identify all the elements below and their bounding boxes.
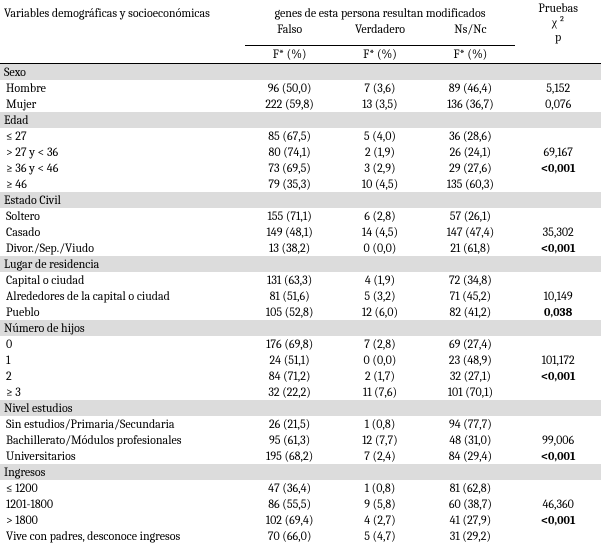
table-row: ≤ 120047 (36,4)1 (0,8)81 (62,8) [0,480,601,496]
table-row: Divor./Sep./Viudo13 (38,2)0 (0,0)21 (61,… [0,240,601,256]
table-row: Universitarios195 (68,2)7 (2,4)84 (29,4)… [0,448,601,464]
table-row: Bachillerato/Módulos profesionales95 (61… [0,432,601,448]
table-row: Hombre96 (50,0)7 (3,6)89 (46,4)5,152 [0,80,601,96]
table-row: Alrededores de la capital o ciudad81 (51… [0,288,601,304]
table-row: ≤ 2785 (67,5)5 (4,0)36 (28,6) [0,128,601,144]
table-row: Capital o ciudad131 (63,3)4 (1,9)72 (34,… [0,272,601,288]
table-row: Pueblo105 (52,8)12 (6,0)82 (41,2)0,038 [0,304,601,320]
table-row: Sin estudios/Primaria/Secundaria26 (21,5… [0,416,601,432]
section-title: Estado Civil [0,192,245,208]
section-title: Lugar de residencia [0,256,245,272]
table-row: ≥ 332 (22,2)11 (7,6)101 (70,1) [0,384,601,400]
section-title: Nivel estudios [0,400,245,416]
table-row: Casado149 (48,1)14 (4,5)147 (47,4)35,302 [0,224,601,240]
table-row: Mujer222 (59,8)13 (3,5)136 (36,7)0,076 [0,96,601,112]
section-title: Edad [0,112,245,128]
table-row: 1201-180086 (55,5)9 (5,8)60 (38,7)46,360 [0,496,601,512]
table-row: 284 (71,2)2 (1,7)32 (27,1)<0,001 [0,368,601,384]
table-row: ≥ 36 y < 4673 (69,5)3 (2,9)29 (27,6)<0,0… [0,160,601,176]
section-title: Número de hijos [0,320,245,336]
demographics-table: Variables demográficas y socioeconómicas… [0,0,601,544]
table-row: Vive con padres, desconoce ingresos70 (6… [0,528,601,544]
table-row: > 27 y < 3680 (74,1)2 (1,9)26 (24,1)69,1… [0,144,601,160]
table-row: 0176 (69,8)7 (2,8)69 (27,4) [0,336,601,352]
table-row: > 1800102 (69,4)4 (2,7)41 (27,9)<0,001 [0,512,601,528]
header-test: Pruebasχ ²p [515,0,601,45]
table-row: 124 (51,1)0 (0,0)23 (48,9)101,172 [0,352,601,368]
header-variables: Variables demográficas y socioeconómicas [0,0,245,45]
section-title: Ingresos [0,464,245,480]
table-row: ≥ 4679 (35,3)10 (4,5)135 (60,3) [0,176,601,192]
table-row: Soltero155 (71,1)6 (2,8)57 (26,1) [0,208,601,224]
section-title: Sexo [0,63,245,80]
header-group: genes de esta persona resultan modificad… [245,0,516,21]
